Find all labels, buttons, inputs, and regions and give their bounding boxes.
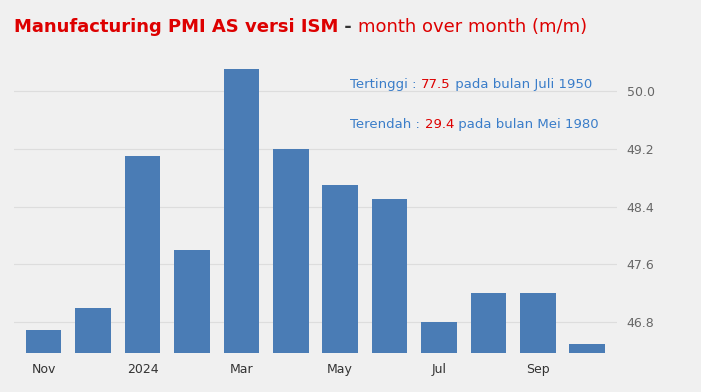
Bar	[372, 200, 407, 392]
Text: Tertinggi :: Tertinggi :	[350, 78, 421, 91]
Text: -: -	[339, 18, 358, 36]
Bar	[470, 294, 506, 392]
Bar	[174, 250, 210, 392]
Bar	[125, 156, 161, 392]
Text: 29.4: 29.4	[425, 118, 454, 131]
Bar	[273, 149, 308, 392]
Bar	[75, 308, 111, 392]
Bar	[520, 294, 556, 392]
Bar	[26, 330, 62, 392]
Text: pada bulan Mei 1980: pada bulan Mei 1980	[454, 118, 599, 131]
Bar	[421, 322, 457, 392]
Text: Manufacturing PMI AS versi ISM: Manufacturing PMI AS versi ISM	[14, 18, 339, 36]
Bar	[322, 185, 358, 392]
Text: 77.5: 77.5	[421, 78, 451, 91]
Text: month over month (m/m): month over month (m/m)	[358, 18, 587, 36]
Bar	[224, 69, 259, 392]
Text: pada bulan Juli 1950: pada bulan Juli 1950	[451, 78, 592, 91]
Bar	[569, 344, 605, 392]
Text: Terendah :: Terendah :	[350, 118, 425, 131]
